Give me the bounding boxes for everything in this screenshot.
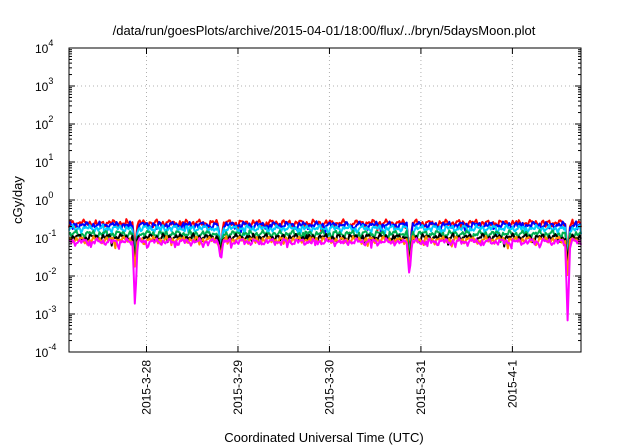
series-line	[68, 237, 582, 322]
y-axis-label: cGy/day	[10, 176, 25, 224]
y-tick-label: 10-4	[35, 342, 56, 360]
y-tick-label: 10-2	[35, 266, 56, 284]
series-group	[68, 218, 582, 322]
chart-title: /data/run/goesPlots/archive/2015-04-01/1…	[113, 23, 536, 38]
y-tick-label: 101	[35, 152, 53, 170]
series-line	[68, 232, 582, 265]
x-tick-label: 2015-3-30	[322, 360, 336, 415]
x-axis-label: Coordinated Universal Time (UTC)	[224, 430, 423, 445]
x-tick-label: 2015-4-1	[505, 360, 519, 408]
y-tick-label: 104	[35, 38, 53, 56]
x-axis: 2015-3-28 2015-3-29 2015-3-30 2015-3-31 2015…	[139, 48, 519, 415]
y-tick-label: 103	[35, 76, 53, 94]
y-tick-label: 10-1	[35, 228, 56, 246]
series-line	[68, 223, 582, 258]
x-tick-label: 2015-3-31	[414, 360, 428, 415]
y-tick-label: 10-3	[35, 304, 56, 322]
y-tick-label: 100	[35, 190, 53, 208]
x-tick-label: 2015-3-28	[139, 360, 153, 415]
y-tick-label: 102	[35, 114, 53, 132]
grid	[69, 48, 581, 352]
y-axis: 104 103 102 101 100 10-1 10-2 10-3 10-4	[35, 38, 581, 360]
x-tick-label: 2015-3-29	[231, 360, 245, 415]
